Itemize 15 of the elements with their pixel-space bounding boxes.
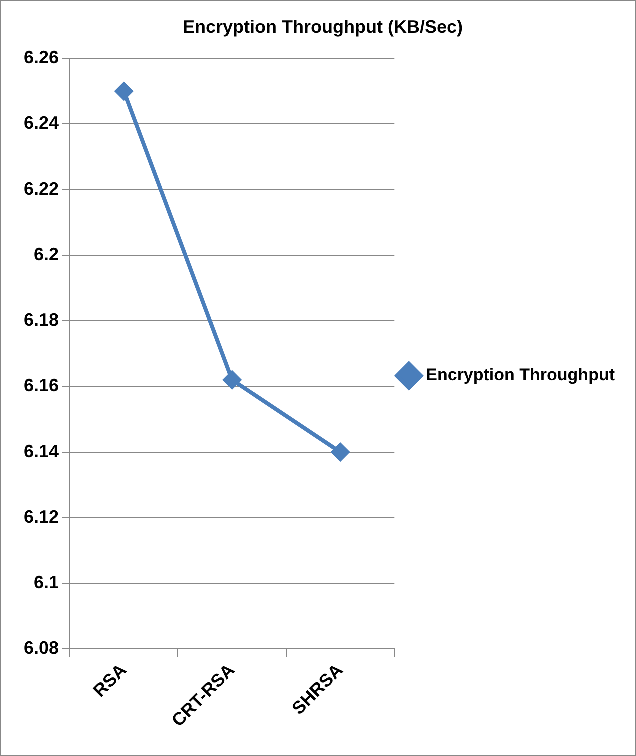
y-tick-label: 6.08 (24, 638, 60, 658)
y-tick-label: 6.22 (24, 178, 60, 199)
point (223, 371, 242, 390)
chart-title: Encryption Throughput (KB/Sec) (183, 16, 463, 37)
y-tick-label: 6.18 (24, 310, 60, 330)
legend-label: Encryption Throughput (426, 366, 616, 385)
y-tick-label: 6.2 (34, 244, 60, 264)
y-tick-label: 6.12 (24, 506, 60, 527)
y-tick-label: 6.24 (24, 113, 60, 134)
y-tick-label: 6.16 (24, 376, 60, 396)
y-tick-label: 6.26 (24, 48, 60, 68)
y-tick-label: 6.1 (34, 572, 60, 593)
y-tick-label: 6.14 (24, 441, 60, 462)
point (332, 443, 350, 462)
point (115, 82, 134, 100)
